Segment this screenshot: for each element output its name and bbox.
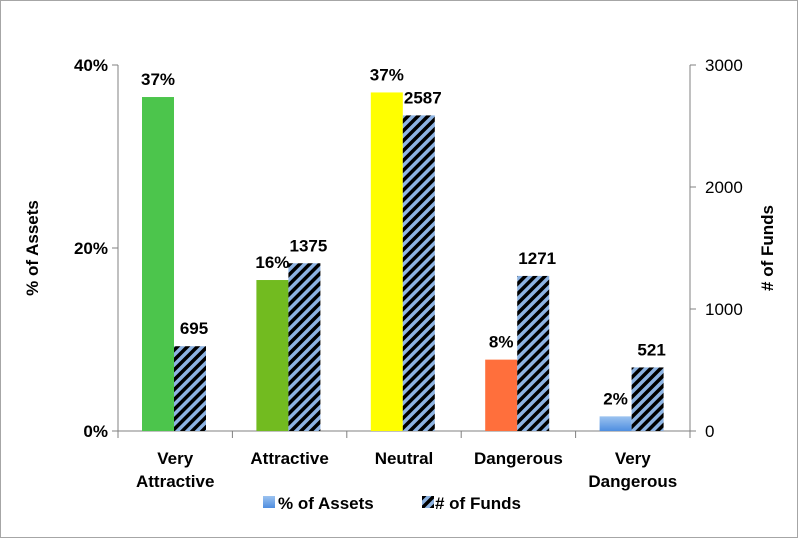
x-tick-label: Dangerous [588,472,677,491]
legend-swatch-funds [422,496,434,508]
data-labels: 37% 695 Very Attractive 16%1375 Attractive 37%… [136,65,677,491]
y-left-tick-label: 0% [83,422,108,441]
bar-assets [256,280,289,431]
axes: 0% 20% 40% 0 1000 2000 3000 [74,56,743,441]
y-left-tick-label: 40% [74,56,108,75]
legend-swatch-assets [263,496,275,508]
x-tick-label: Attractive [250,449,328,468]
data-label-assets: 37% [141,70,175,89]
legend-label-assets: % of Assets [278,494,374,513]
bar-funds [517,275,550,431]
x-tick-label: Very [157,449,193,468]
bar-assets [599,416,632,431]
bar-assets [370,92,403,431]
x-tick-label: Very [615,449,651,468]
data-label-funds: 695 [180,319,208,338]
bar-funds [174,346,206,431]
data-label-funds: 521 [637,340,665,359]
x-tick-label: Attractive [136,472,214,491]
bars [142,92,664,432]
y-right-tick-label: 3000 [705,56,743,75]
data-label-assets: 8% [489,333,514,352]
bar-assets [485,359,518,431]
x-tick-label: Dangerous [474,449,563,468]
bar-assets [142,97,174,432]
data-label-funds: 1271 [518,249,556,268]
y-right-tick-label: 2000 [705,178,743,197]
data-label-funds: 1375 [289,236,327,255]
data-label-funds: 2587 [404,88,442,107]
bar-funds [288,263,321,431]
legend-label-funds: # of Funds [435,494,521,513]
y-left-tick-label: 20% [74,239,108,258]
data-label-assets: 37% [370,65,404,84]
legend: % of Assets # of Funds [263,494,521,513]
y-right-tick-label: 0 [705,422,714,441]
data-label-assets: 16% [255,253,289,272]
bar-funds [402,115,435,432]
y-right-axis-title: # of Funds [758,205,777,291]
y-right-tick-label: 1000 [705,300,743,319]
bar-funds [631,367,664,431]
data-label-assets: 2% [603,389,628,408]
y-left-axis-title: % of Assets [23,200,42,296]
x-tick-label: Neutral [375,449,434,468]
